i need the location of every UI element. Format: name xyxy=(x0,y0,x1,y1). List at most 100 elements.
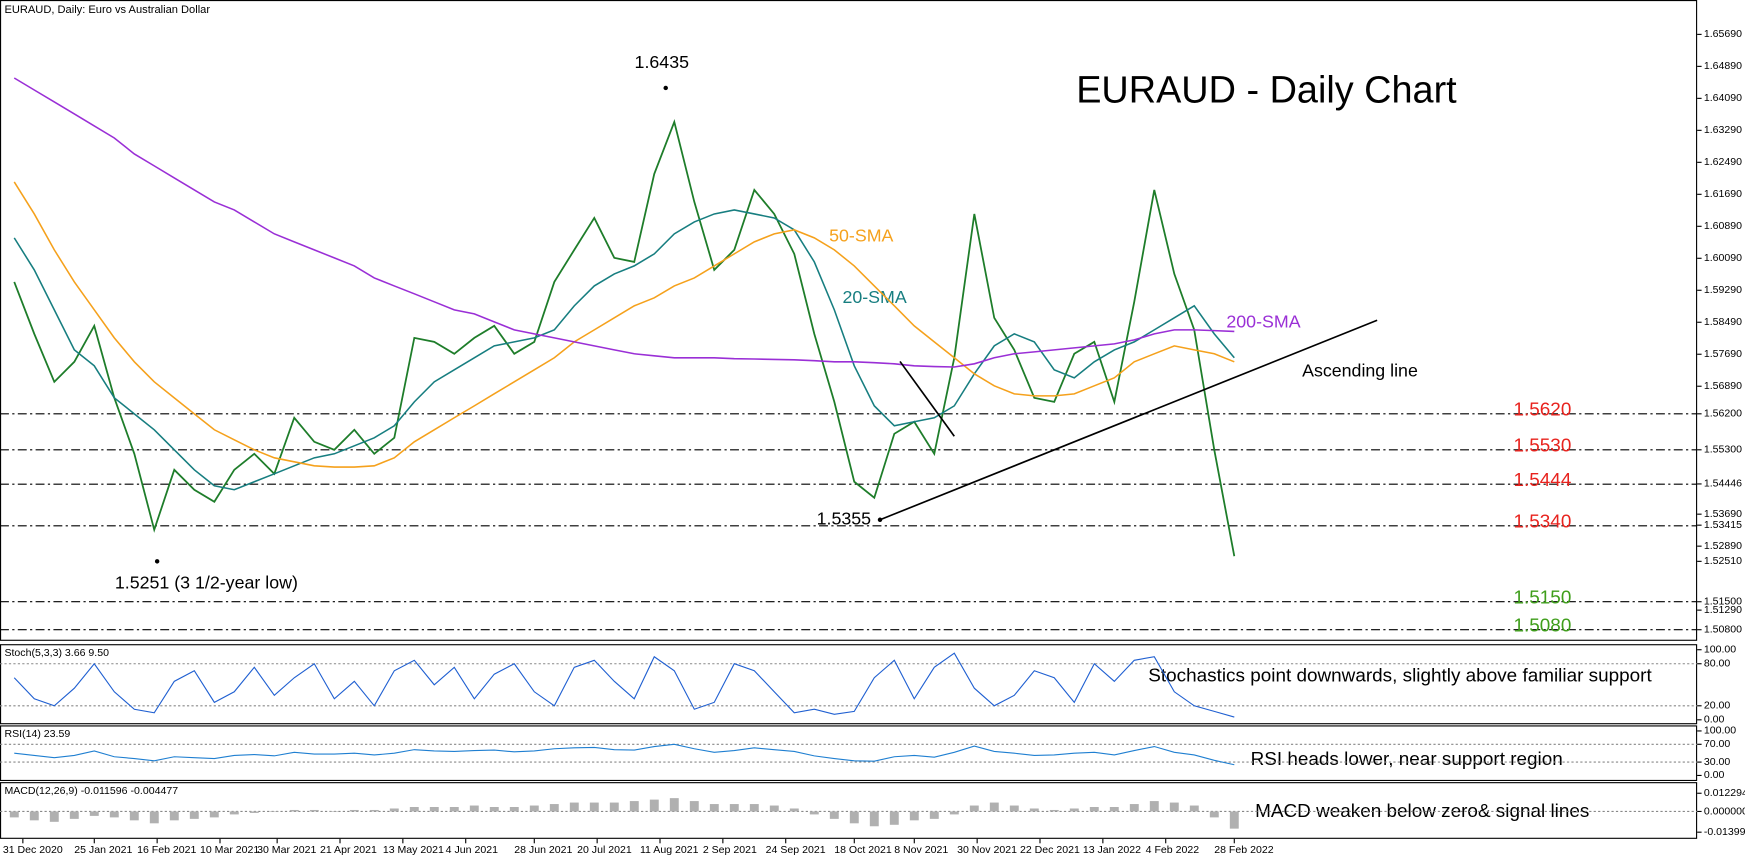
histogram-bar xyxy=(269,811,279,813)
histogram-bar xyxy=(789,808,799,812)
histogram-bar xyxy=(609,802,619,812)
level-label: 1.5340 xyxy=(1514,511,1572,532)
histogram-bar xyxy=(749,804,759,812)
x-tick-label: 28 Feb 2022 xyxy=(1214,844,1273,856)
main-panel-border xyxy=(0,0,1698,641)
chart-subtitle: EURAUD, Daily: Euro vs Australian Dollar xyxy=(4,4,210,16)
x-tick-label: 13 May 2021 xyxy=(383,844,444,856)
y-tick-label: 100.00 xyxy=(1704,644,1736,656)
histogram-bar xyxy=(409,807,419,812)
histogram-bar xyxy=(329,811,339,813)
histogram-bar xyxy=(769,805,779,812)
histogram-bar xyxy=(949,811,959,815)
level-label: 1.5530 xyxy=(1514,435,1572,456)
stoch-panel-border xyxy=(0,644,1698,725)
histogram-bar xyxy=(389,808,399,812)
y-tick-label: 1.58490 xyxy=(1704,316,1742,328)
histogram-bar xyxy=(349,809,359,812)
x-tick-label: 4 Feb 2022 xyxy=(1146,844,1200,856)
x-tick-label: 30 Mar 2021 xyxy=(257,844,316,856)
x-tick-label: 16 Feb 2021 xyxy=(137,844,196,856)
level-label: 1.5150 xyxy=(1514,587,1572,608)
histogram-bar xyxy=(809,811,819,815)
panel-title: RSI(14) 23.59 xyxy=(4,728,70,740)
histogram-bar xyxy=(189,811,199,819)
histogram-bar xyxy=(829,811,839,819)
histogram-bar xyxy=(1029,808,1039,812)
histogram-bar xyxy=(689,801,699,812)
macd-panel-border xyxy=(0,782,1698,839)
histogram-bar xyxy=(1109,807,1119,812)
x-tick-label: 22 Dec 2021 xyxy=(1020,844,1080,856)
histogram-bar xyxy=(1169,802,1179,812)
histogram-bar xyxy=(529,805,539,812)
histogram-bar xyxy=(1009,805,1019,812)
y-tick-label: 0.00 xyxy=(1704,714,1725,726)
histogram-bar xyxy=(9,811,19,818)
y-tick-label: 0.000000 xyxy=(1704,805,1745,817)
histogram-bar xyxy=(1209,811,1219,818)
y-tick-label: 30.00 xyxy=(1704,756,1731,768)
histogram-bar xyxy=(209,811,219,818)
y-tick-label: -0.013995 xyxy=(1704,826,1745,838)
point-marker xyxy=(663,85,668,91)
series-label: 50-SMA xyxy=(829,226,893,246)
chart-title: EURAUD - Daily Chart xyxy=(1076,69,1457,111)
histogram-bar xyxy=(249,811,259,813)
y-tick-label: 1.60890 xyxy=(1704,220,1742,232)
histogram-bar xyxy=(909,811,919,821)
histogram-bar xyxy=(469,805,479,812)
histogram-bar xyxy=(989,802,999,812)
y-tick-label: 1.60090 xyxy=(1704,252,1742,264)
y-tick-label: 1.65690 xyxy=(1704,28,1742,40)
histogram-bar xyxy=(49,811,59,822)
series-label: 20-SMA xyxy=(842,287,906,307)
histogram-bar xyxy=(449,807,459,812)
histogram-bar xyxy=(709,804,719,812)
x-tick-label: 10 Mar 2021 xyxy=(200,844,259,856)
x-tick-label: 31 Dec 2020 xyxy=(3,844,63,856)
histogram-bar xyxy=(929,811,939,819)
price-line xyxy=(13,118,1236,557)
rsi-panel-border xyxy=(0,725,1698,782)
y-tick-label: 1.54446 xyxy=(1704,478,1742,490)
x-tick-label: 4 Jun 2021 xyxy=(446,844,498,856)
sma-line xyxy=(13,77,1235,368)
y-tick-label: 70.00 xyxy=(1704,738,1731,750)
histogram-bar xyxy=(129,811,139,821)
y-tick-label: 80.00 xyxy=(1704,658,1731,670)
histogram-bar xyxy=(1069,808,1079,812)
y-tick-label: 20.00 xyxy=(1704,700,1731,712)
sma-line xyxy=(13,209,1235,491)
level-label: 1.5444 xyxy=(1514,470,1572,491)
annotation: Stochastics point downwards, slightly ab… xyxy=(1148,665,1652,686)
x-tick-label: 20 Jul 2021 xyxy=(577,844,632,856)
y-tick-label: 100.00 xyxy=(1704,725,1736,737)
histogram-bar xyxy=(569,802,579,812)
histogram-bar xyxy=(69,811,79,819)
histogram-bar xyxy=(1089,807,1099,812)
histogram-bar xyxy=(489,807,499,812)
panel-title: MACD(12,26,9) -0.011596 -0.004477 xyxy=(4,785,178,797)
point-label: 1.5251 (3 1/2-year low) xyxy=(115,572,298,592)
y-tick-label: 1.53690 xyxy=(1704,508,1742,520)
sma-line xyxy=(13,181,1235,468)
x-tick-label: 2 Sep 2021 xyxy=(703,844,757,856)
point-marker xyxy=(154,559,160,564)
y-tick-label: 1.57690 xyxy=(1704,348,1742,360)
level-label: 1.5620 xyxy=(1514,399,1572,420)
histogram-bar xyxy=(309,809,319,812)
histogram-bar xyxy=(89,811,99,816)
y-tick-label: 0.012294 xyxy=(1704,787,1745,799)
indicator-line xyxy=(13,652,1235,718)
trendline-label: Ascending line xyxy=(1302,360,1418,380)
indicator-line xyxy=(14,743,1235,766)
histogram-bar xyxy=(1129,804,1139,812)
histogram-bar xyxy=(289,809,299,812)
point-label: 1.5355 xyxy=(817,508,872,528)
histogram-bar xyxy=(969,805,979,812)
annotation: RSI heads lower, near support region xyxy=(1251,749,1563,770)
histogram-bar xyxy=(589,802,599,812)
